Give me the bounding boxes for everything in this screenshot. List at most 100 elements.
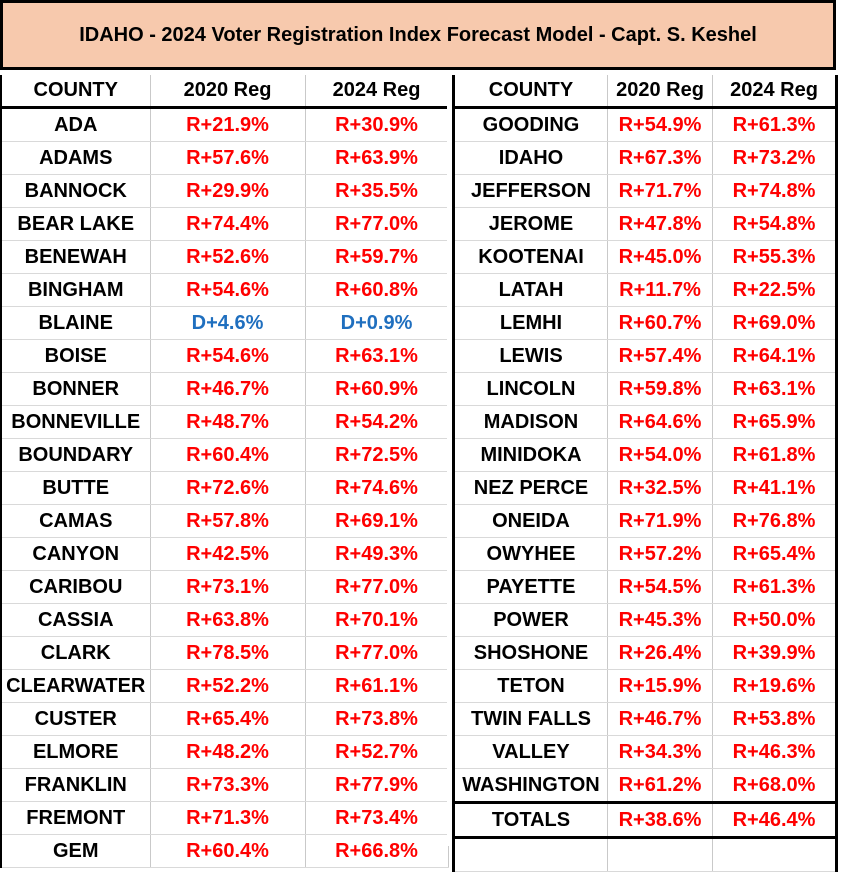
reg-2020-value: D+4.6% [149,306,306,340]
county-name: MADISON [453,405,608,439]
reg-2020-value: R+71.7% [607,174,713,208]
county-name: ADAMS [0,141,151,175]
table-row: ADA R+21.9% R+30.9% [0,107,449,142]
reg-2020-value: R+29.9% [149,174,306,208]
county-name: MINIDOKA [453,438,608,472]
totals-2020-value: R+38.6% [607,801,713,839]
totals-label: TOTALS [453,801,608,839]
county-name: FRANKLIN [0,768,151,802]
reg-2024-value: R+63.9% [304,141,449,175]
table-row: CASSIA R+63.8% R+70.1% [0,603,449,637]
county-name: ELMORE [0,735,151,769]
table-row: PAYETTE R+54.5% R+61.3% [453,570,837,604]
reg-2020-value: R+52.2% [149,669,306,703]
empty-cell [453,837,608,872]
reg-2020-value: R+54.5% [607,570,713,604]
reg-2024-value: R+54.2% [304,405,449,439]
table-row: SHOSHONE R+26.4% R+39.9% [453,636,837,670]
county-name: LATAH [453,273,608,307]
reg-2024-value: R+49.3% [304,537,449,571]
county-name: VALLEY [453,735,608,769]
table-row: BUTTE R+72.6% R+74.6% [0,471,449,505]
table-row: BANNOCK R+29.9% R+35.5% [0,174,449,208]
table-row: BONNER R+46.7% R+60.9% [0,372,449,406]
county-name: OWYHEE [453,537,608,571]
reg-2020-value: R+71.3% [149,801,306,835]
table-row: ONEIDA R+71.9% R+76.8% [453,504,837,538]
county-name: JEFFERSON [453,174,608,208]
reg-2020-header: 2020 Reg [149,75,306,109]
reg-2024-value: R+61.8% [712,438,837,472]
county-name: CLEARWATER [0,669,151,703]
county-name: LEWIS [453,339,608,373]
county-name: JEROME [453,207,608,241]
reg-2020-value: R+11.7% [607,273,713,307]
empty-row [453,837,837,872]
reg-2020-value: R+48.7% [149,405,306,439]
county-name: GOODING [453,107,608,142]
table-row: GOODING R+54.9% R+61.3% [453,107,837,142]
county-name: ONEIDA [453,504,608,538]
county-header: COUNTY [0,75,151,109]
reg-2024-value: R+66.8% [304,834,449,868]
reg-2024-value: D+0.9% [304,306,449,340]
table-row: NEZ PERCE R+32.5% R+41.1% [453,471,837,505]
reg-2020-value: R+73.1% [149,570,306,604]
reg-2024-value: R+77.0% [304,636,449,670]
county-name: CARIBOU [0,570,151,604]
table-row: ELMORE R+48.2% R+52.7% [0,735,449,769]
table-row: CUSTER R+65.4% R+73.8% [0,702,449,736]
county-name: WASHINGTON [453,768,608,803]
reg-2024-value: R+61.3% [712,570,837,604]
table-row: MADISON R+64.6% R+65.9% [453,405,837,439]
reg-2024-value: R+39.9% [712,636,837,670]
county-name: BOUNDARY [0,438,151,472]
reg-2020-value: R+57.8% [149,504,306,538]
county-name: ADA [0,107,151,142]
county-name: TWIN FALLS [453,702,608,736]
reg-2024-value: R+70.1% [304,603,449,637]
reg-2020-value: R+60.4% [149,438,306,472]
reg-2020-value: R+47.8% [607,207,713,241]
table-row: BOUNDARY R+60.4% R+72.5% [0,438,449,472]
reg-2020-value: R+78.5% [149,636,306,670]
table-gap [447,75,452,846]
county-name: BLAINE [0,306,151,340]
table-row: FRANKLIN R+73.3% R+77.9% [0,768,449,802]
county-name: BOISE [0,339,151,373]
reg-2020-value: R+61.2% [607,768,713,803]
county-name: BONNEVILLE [0,405,151,439]
county-name: TETON [453,669,608,703]
table-row: ADAMS R+57.6% R+63.9% [0,141,449,175]
reg-2024-value: R+73.8% [304,702,449,736]
reg-2020-value: R+54.0% [607,438,713,472]
reg-2020-value: R+73.3% [149,768,306,802]
reg-2020-value: R+63.8% [149,603,306,637]
reg-2020-value: R+52.6% [149,240,306,274]
county-name: BINGHAM [0,273,151,307]
reg-2024-value: R+65.4% [712,537,837,571]
reg-2024-value: R+60.8% [304,273,449,307]
reg-2024-value: R+74.8% [712,174,837,208]
table-row: CANYON R+42.5% R+49.3% [0,537,449,571]
reg-2020-value: R+46.7% [149,372,306,406]
reg-2024-value: R+77.9% [304,768,449,802]
reg-2024-value: R+72.5% [304,438,449,472]
reg-2024-value: R+74.6% [304,471,449,505]
reg-2020-value: R+45.0% [607,240,713,274]
county-name: CLARK [0,636,151,670]
header-row: COUNTY 2020 Reg 2024 Reg [0,75,449,109]
reg-2024-header: 2024 Reg [712,75,837,109]
table-row: BEAR LAKE R+74.4% R+77.0% [0,207,449,241]
reg-2024-value: R+41.1% [712,471,837,505]
reg-2020-value: R+48.2% [149,735,306,769]
reg-2024-value: R+69.1% [304,504,449,538]
table-row: GEM R+60.4% R+66.8% [0,834,449,868]
table-row: TWIN FALLS R+46.7% R+53.8% [453,702,837,736]
reg-2024-value: R+65.9% [712,405,837,439]
county-name: BENEWAH [0,240,151,274]
table-row: CLEARWATER R+52.2% R+61.1% [0,669,449,703]
left-county-table: COUNTY 2020 Reg 2024 Reg ADA R+21.9% R+30.… [0,75,449,868]
reg-2020-value: R+67.3% [607,141,713,175]
reg-2020-value: R+34.3% [607,735,713,769]
